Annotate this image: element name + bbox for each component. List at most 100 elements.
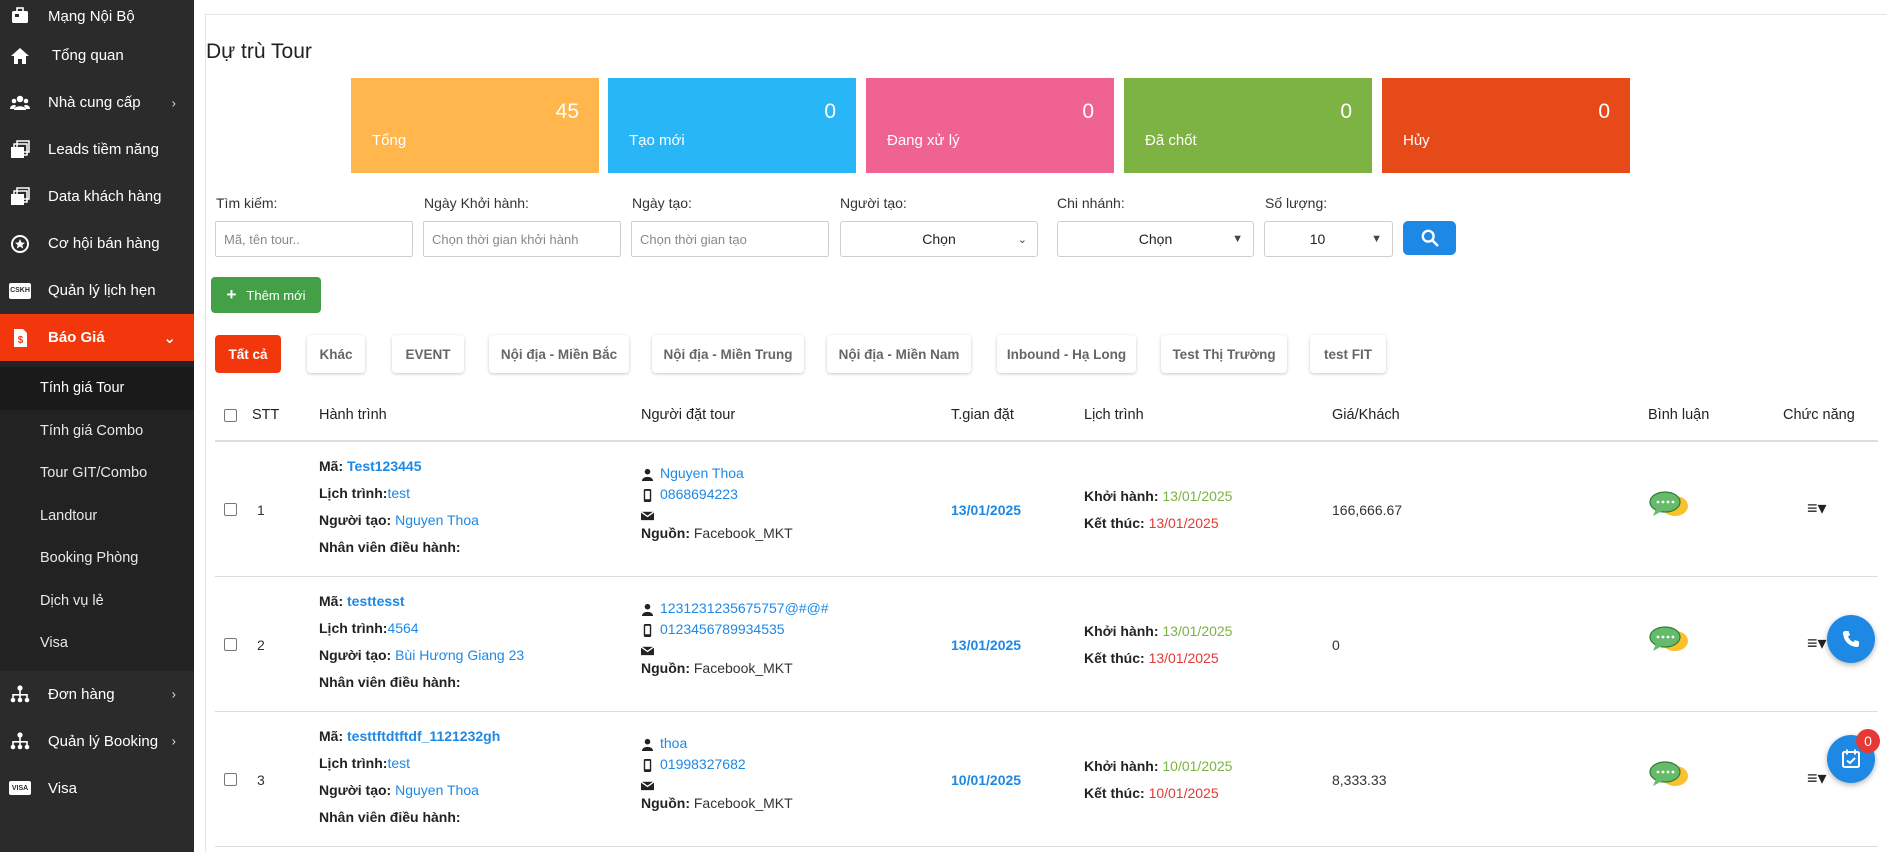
end-label: Kết thúc:: [1084, 515, 1145, 531]
stat-card-total[interactable]: 45 Tổng: [351, 78, 599, 173]
stat-card-processing[interactable]: 0 Đang xử lý: [866, 78, 1114, 173]
envelope-icon: [641, 644, 654, 657]
sidebar-item-orders[interactable]: Đơn hàng ›: [0, 671, 194, 718]
sidebar-item-intranet[interactable]: Mạng Nội Bộ: [0, 0, 194, 32]
submenu-item-room-booking[interactable]: Booking Phòng: [40, 550, 139, 567]
sidebar-item-visa[interactable]: VISA Visa: [0, 765, 194, 812]
row-checkbox[interactable]: [224, 638, 237, 651]
sidebar-item-suppliers[interactable]: Nhà cung cấp ›: [0, 79, 194, 126]
sidebar: Mạng Nội Bộ Tổng quan Nhà cung cấp › Lea…: [0, 0, 194, 852]
submenu-item-combo-price[interactable]: Tính giá Combo: [40, 422, 144, 439]
svg-text:$: $: [18, 335, 24, 346]
submenu-item-single-service[interactable]: Dịch vụ lẻ: [40, 592, 104, 609]
price-per-guest: 166,666.67: [1332, 502, 1403, 518]
header-booker: Người đặt tour: [641, 407, 736, 423]
submenu-item-git-combo[interactable]: Tour GIT/Combo: [40, 465, 148, 482]
menu-icon[interactable]: ≡▾: [1807, 768, 1827, 788]
stat-value: 0: [1598, 100, 1610, 123]
tab-domestic-south[interactable]: Nội địa - Miền Nam: [827, 335, 971, 373]
table-row: 2 Mã: testtesst Lịch trình:4564 Người tạ…: [215, 577, 1878, 712]
end-date: 10/01/2025: [1148, 785, 1219, 801]
tab-other[interactable]: Khác: [307, 335, 365, 373]
creator-select[interactable]: Chọn ⌄: [840, 221, 1038, 257]
comment-icon[interactable]: [1648, 490, 1690, 520]
booker-phone: 0123456789934535: [660, 621, 785, 637]
header-schedule: Lịch trình: [1084, 407, 1144, 423]
tab-all[interactable]: Tất cả: [215, 335, 281, 373]
submenu-item-tour-price[interactable]: Tính giá Tour: [0, 367, 194, 410]
call-button[interactable]: [1827, 615, 1875, 663]
sidebar-item-customer-data[interactable]: Data khách hàng: [0, 173, 194, 220]
tab-test-fit[interactable]: test FIT: [1310, 335, 1386, 373]
menu-icon[interactable]: ≡▾: [1807, 633, 1827, 653]
tour-code-link[interactable]: testtesst: [347, 593, 405, 609]
stat-card-cancelled[interactable]: 0 Hủy: [1382, 78, 1630, 173]
created-date-label: Ngày tạo:: [632, 195, 692, 211]
sidebar-item-label: Data khách hàng: [48, 188, 162, 205]
network-icon: [9, 683, 31, 705]
booker-name: thoa: [660, 735, 688, 751]
tab-domestic-central[interactable]: Nội địa - Miền Trung: [652, 335, 804, 373]
comment-icon[interactable]: [1648, 625, 1690, 655]
notification-badge: 0: [1856, 729, 1880, 753]
search-input[interactable]: Mã, tên tour..: [215, 221, 413, 257]
sidebar-item-sales-opportunity[interactable]: Cơ hội bán hàng: [0, 220, 194, 267]
row-checkbox[interactable]: [224, 503, 237, 516]
sidebar-item-appointments[interactable]: CSKH Quản lý lịch hẹn: [0, 267, 194, 314]
header-booked-time: T.gian đặt: [951, 407, 1014, 423]
comment-icon[interactable]: [1648, 760, 1690, 790]
tab-test-market[interactable]: Test Thị Trường: [1161, 335, 1287, 373]
row-stt: 3: [257, 772, 265, 788]
stat-label: Tổng: [372, 132, 407, 149]
row-stt: 2: [257, 637, 265, 653]
submenu-item-landtour[interactable]: Landtour: [40, 507, 98, 524]
stat-card-new[interactable]: 0 Tạo mới: [608, 78, 856, 173]
row-checkbox[interactable]: [224, 773, 237, 786]
end-label: Kết thúc:: [1084, 785, 1145, 801]
task-button[interactable]: [1827, 735, 1875, 783]
layers-icon: [9, 139, 31, 161]
created-date-input[interactable]: Chọn thời gian tạo: [631, 221, 829, 257]
layers-icon: [9, 186, 31, 208]
search-icon: [1421, 229, 1438, 247]
quantity-select[interactable]: 10 ▼: [1264, 221, 1393, 257]
chevron-right-icon: ›: [171, 95, 176, 110]
source-value: Facebook_MKT: [693, 525, 793, 541]
stat-value: 0: [824, 100, 836, 123]
tour-code-link[interactable]: Test123445: [347, 458, 422, 474]
chevron-right-icon: ›: [171, 733, 176, 749]
add-new-button[interactable]: + Thêm mới: [211, 277, 321, 313]
submenu-item-visa[interactable]: Visa: [40, 635, 68, 652]
stat-value: 0: [1340, 100, 1352, 123]
search-button[interactable]: [1403, 221, 1456, 255]
itinerary-value: 4564: [387, 620, 419, 636]
end-label: Kết thúc:: [1084, 650, 1145, 666]
briefcase-icon: [9, 5, 31, 27]
creator-value: Nguyen Thoa: [395, 512, 479, 528]
start-date: 10/01/2025: [1162, 758, 1233, 774]
select-all-checkbox[interactable]: [224, 409, 237, 422]
sidebar-item-booking-management[interactable]: Quản lý Booking ›: [0, 718, 194, 765]
header-stt: STT: [252, 407, 280, 423]
tab-inbound-halong[interactable]: Inbound - Hạ Long: [997, 335, 1136, 373]
sidebar-item-label: Visa: [48, 779, 77, 797]
creator-label: Người tạo:: [840, 195, 907, 211]
table-header: STT Hành trình Người đặt tour T.gian đặt…: [215, 407, 1878, 442]
chevron-down-icon: ⌄: [1017, 233, 1027, 246]
phone-icon: [641, 758, 654, 772]
sidebar-item-overview[interactable]: Tổng quan: [0, 32, 194, 79]
itinerary-label: Lịch trình:: [319, 485, 388, 501]
stat-card-closed[interactable]: 0 Đã chốt: [1124, 78, 1372, 173]
phone-icon: [641, 623, 654, 637]
tab-event[interactable]: EVENT: [392, 335, 464, 373]
menu-icon[interactable]: ≡▾: [1807, 498, 1827, 518]
sidebar-item-quotes[interactable]: $ Báo Giá ⌄: [0, 314, 194, 361]
tab-domestic-north[interactable]: Nội địa - Miền Bắc: [489, 335, 629, 373]
start-date-input[interactable]: Chọn thời gian khởi hành: [423, 221, 621, 257]
source-value: Facebook_MKT: [693, 660, 793, 676]
tour-code-link[interactable]: testtftdtftdf_1121232gh: [347, 728, 501, 744]
envelope-icon: [641, 779, 654, 792]
source-label: Nguồn:: [641, 660, 690, 676]
branch-select[interactable]: Chọn ▼: [1057, 221, 1254, 257]
sidebar-item-leads[interactable]: Leads tiềm năng: [0, 126, 194, 173]
